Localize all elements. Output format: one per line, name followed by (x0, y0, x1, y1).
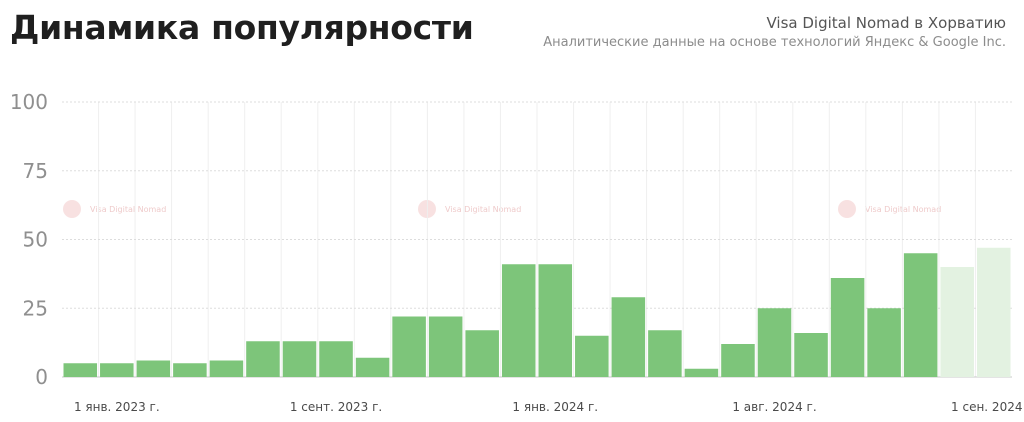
forecast-bar (940, 267, 974, 377)
watermark-logo-2: Visa Digital Nomad (418, 200, 521, 218)
x-tick-label: 1 сент. 2023 г. (290, 400, 382, 414)
page-title: Динамика популярности (10, 8, 474, 47)
forecast-bar (976, 247, 1011, 377)
bar (465, 330, 499, 377)
bar (684, 368, 719, 377)
x-tick-label: 1 авг. 2024 г. (732, 400, 816, 414)
bar (830, 278, 865, 377)
watermark-logo-3: Visa Digital Nomad (838, 200, 941, 218)
x-tick-label: 1 янв. 2024 г. (512, 400, 598, 414)
x-tick-label: 1 янв. 2023 г. (74, 400, 160, 414)
watermark-text-2: Visa Digital Nomad (445, 205, 521, 214)
bar (721, 344, 755, 377)
bar (392, 316, 426, 377)
y-tick-label: 75 (23, 159, 48, 183)
bar (575, 335, 609, 377)
bar (246, 341, 280, 377)
bar (611, 297, 646, 377)
bar (282, 341, 317, 377)
y-axis-ticks: 0 25 50 75 100 (10, 90, 48, 389)
bar (428, 316, 463, 377)
y-tick-label: 25 (23, 296, 48, 320)
source-name: Visa Digital Nomad в Хорватию (766, 14, 1006, 32)
watermarks: Visa Digital Nomad Visa Digital Nomad Vi… (63, 200, 941, 218)
bar (867, 308, 901, 377)
bar (136, 360, 171, 377)
bar (538, 264, 573, 377)
bar (63, 363, 98, 377)
bar (173, 363, 207, 377)
y-tick-label: 0 (35, 365, 48, 389)
bar (355, 357, 390, 377)
bar (319, 341, 353, 377)
bar (903, 253, 938, 377)
source-subtitle: Аналитические данные на основе технологи… (543, 35, 1006, 50)
bars (63, 247, 1011, 377)
bar (794, 333, 828, 377)
source-block: Visa Digital Nomad в Хорватию Аналитичес… (543, 14, 1006, 50)
bar (501, 264, 536, 377)
x-tick-label: 1 сен. 2024 г. (951, 400, 1024, 414)
watermark-text-1: Visa Digital Nomad (90, 205, 166, 214)
bar (100, 363, 134, 377)
watermark-text-3: Visa Digital Nomad (865, 205, 941, 214)
bar (209, 360, 244, 377)
watermark-logo-1: Visa Digital Nomad (63, 200, 166, 218)
y-tick-label: 100 (10, 90, 48, 114)
y-tick-label: 50 (23, 228, 48, 252)
x-axis-ticks: 1 янв. 2023 г. 1 сент. 2023 г. 1 янв. 2024… (74, 400, 1024, 414)
bar (648, 330, 682, 377)
bar (757, 308, 792, 377)
